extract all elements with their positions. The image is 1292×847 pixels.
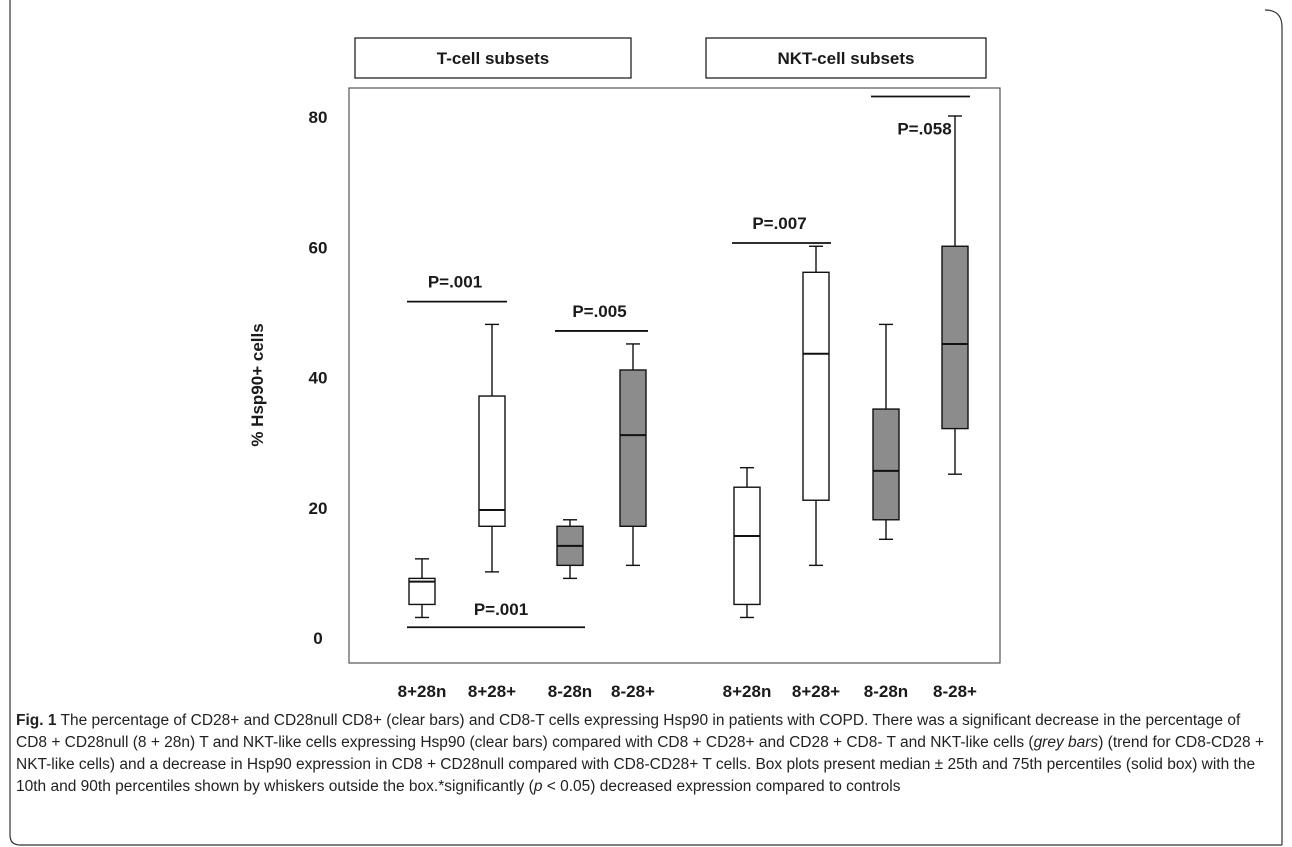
caption-italic-1: grey bars <box>1033 734 1099 751</box>
x-tick-label: 8-28n <box>548 682 592 700</box>
y-tick-label: 20 <box>309 499 328 518</box>
significance-label: P=.001 <box>428 273 482 292</box>
box-iqr <box>478 395 506 527</box>
x-tick-label: 8-28n <box>864 682 908 700</box>
box-iqr <box>733 486 761 606</box>
box-plot-chart: T-cell subsets NKT-cell subsets 0 20 40 60 80%… <box>248 37 1001 700</box>
group-header-box <box>354 37 632 79</box>
x-tick-label: 8+28n <box>398 682 447 700</box>
y-tick-label: 80 <box>309 108 328 127</box>
caption-fig-label: Fig. 1 <box>16 712 57 729</box>
group-header-label: T-cell subsets <box>437 49 549 68</box>
group-header-box <box>705 37 987 79</box>
box-iqr <box>872 408 900 521</box>
x-tick-label: 8+28n <box>723 682 772 700</box>
x-tick-label: 8+28+ <box>792 682 840 700</box>
y-axis-label: % Hsp90+ cells <box>248 323 267 446</box>
x-tick-label: 8-28+ <box>933 682 977 700</box>
significance-label: P=.001 <box>474 600 528 619</box>
box-iqr <box>619 369 647 527</box>
caption-text-2: ) (trend for CD8-CD28 + NKT-like cells) … <box>16 734 1265 795</box>
y-tick-label: 40 <box>309 369 328 388</box>
box-iqr <box>941 245 969 430</box>
caption-text-1: The percentage of CD28+ and CD28null CD8… <box>16 712 1241 751</box>
y-tick-label: 0 <box>313 629 322 648</box>
significance-label: P=.007 <box>752 214 806 233</box>
group-header-label: NKT-cell subsets <box>778 49 915 68</box>
caption-text-3: < 0.05) decreased expression compared to… <box>542 778 901 795</box>
box-iqr <box>408 577 436 606</box>
significance-label: P=.005 <box>572 302 626 321</box>
caption-italic-2: p <box>533 778 543 795</box>
figure-caption: Fig. 1 The percentage of CD28+ and CD28n… <box>16 710 1274 798</box>
box-iqr <box>802 271 830 501</box>
plot-area <box>348 87 1001 664</box>
y-tick-label: 60 <box>309 238 328 257</box>
x-tick-label: 8+28+ <box>468 682 516 700</box>
significance-label: P=.058 <box>897 119 951 138</box>
x-tick-label: 8-28+ <box>611 682 655 700</box>
